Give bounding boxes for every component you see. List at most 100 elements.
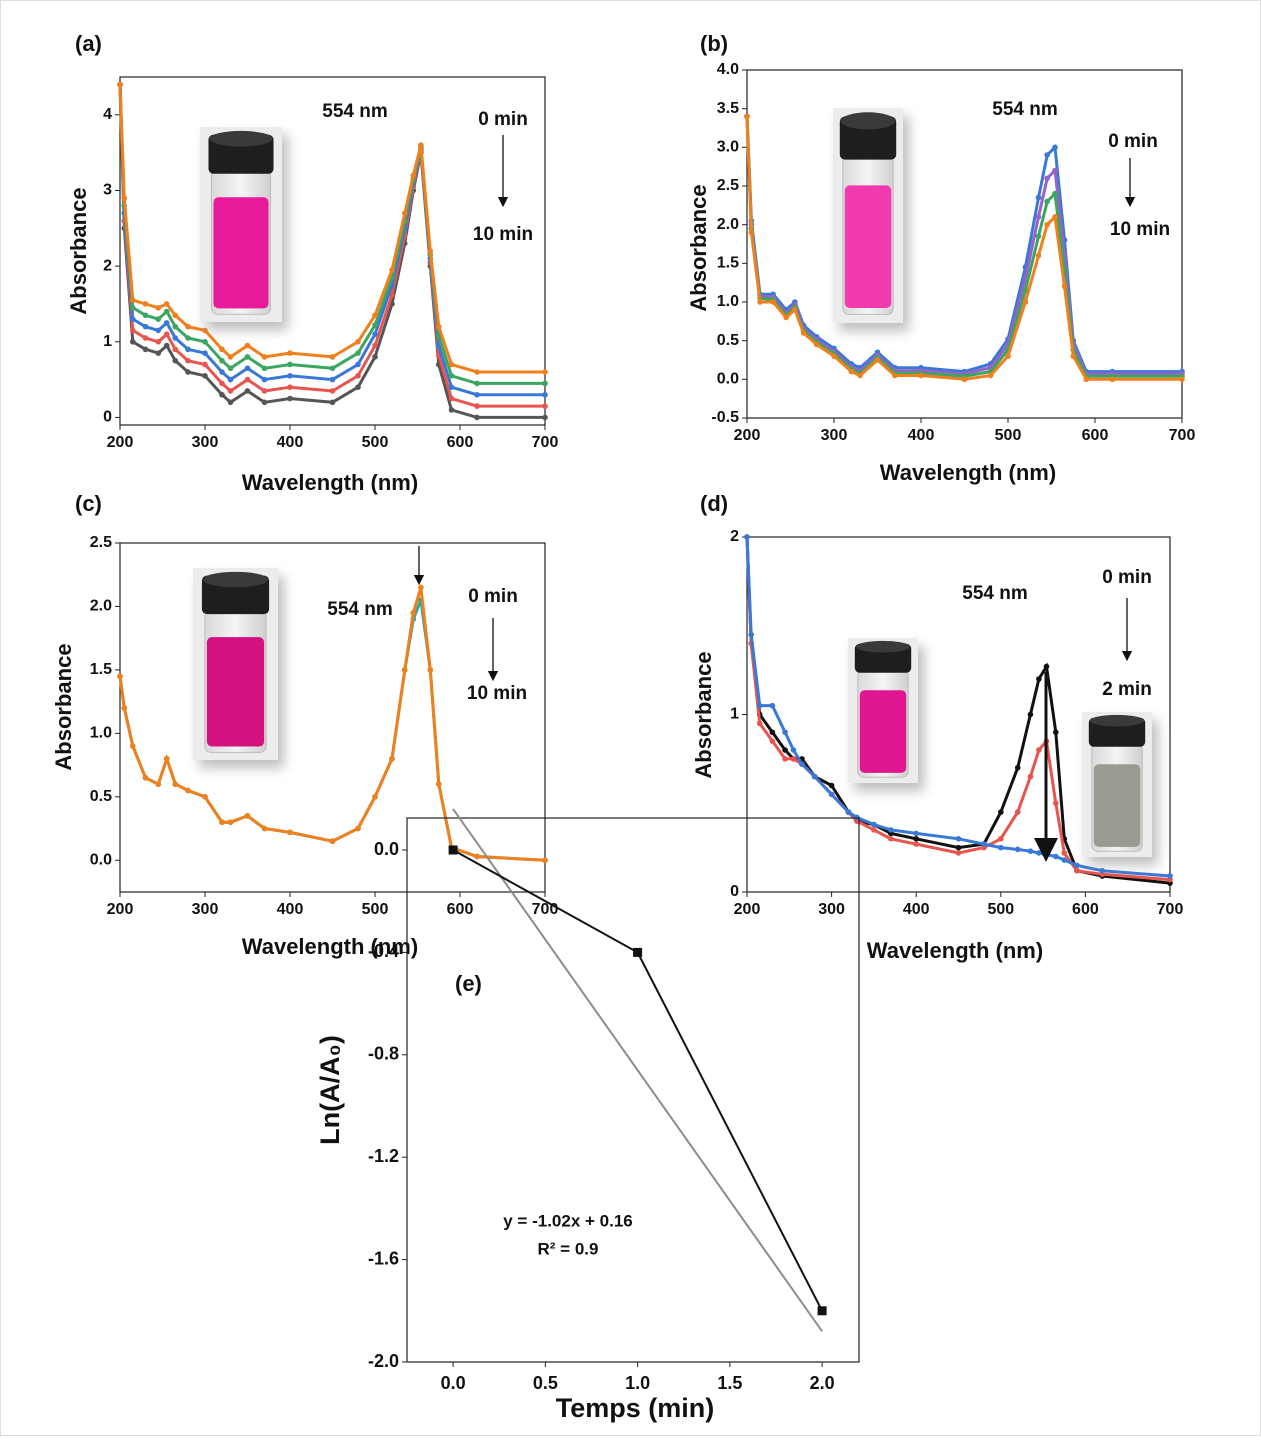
data-point	[163, 331, 170, 338]
data-point	[329, 838, 336, 845]
data-point	[542, 369, 548, 375]
data-point	[185, 369, 191, 375]
data-point	[998, 809, 1004, 815]
data-point	[142, 346, 149, 353]
x-axis-title: Wavelength (nm)	[867, 938, 1043, 963]
data-point	[892, 372, 898, 379]
data-point	[427, 667, 434, 673]
y-tick-label: 0	[730, 883, 739, 900]
data-point	[401, 210, 408, 216]
data-point	[172, 781, 179, 787]
data-point	[287, 395, 293, 402]
data-point	[1167, 873, 1173, 879]
data-point	[227, 354, 234, 360]
data-point	[817, 1306, 827, 1316]
x-tick-label: 0.0	[441, 1373, 466, 1393]
data-point	[219, 346, 225, 353]
data-point	[227, 399, 234, 406]
data-point	[448, 373, 455, 379]
plot-frame	[746, 69, 1183, 419]
data-point	[329, 354, 336, 360]
y-tick-label: 1.5	[717, 255, 739, 272]
vial-liquid	[859, 690, 907, 773]
y-tick-label: 0	[103, 409, 112, 426]
data-point	[355, 384, 361, 390]
data-point	[244, 354, 251, 360]
data-point	[998, 835, 1004, 842]
plot-frame	[119, 542, 546, 893]
x-tick-label: 700	[1169, 427, 1196, 444]
y-tick-label: 2	[730, 528, 739, 545]
y-axis-title: Absorbance	[66, 187, 91, 314]
data-point	[1036, 676, 1042, 682]
y-tick-label: 2.0	[717, 216, 739, 233]
data-point	[857, 372, 863, 379]
x-tick-label: 600	[447, 434, 474, 451]
data-point	[261, 399, 268, 406]
data-point	[1027, 711, 1034, 718]
panel-label: (c)	[75, 491, 102, 516]
annotation: 2 min	[1102, 679, 1152, 700]
data-point	[782, 747, 788, 753]
data-point	[831, 353, 837, 359]
y-tick-label: -1.6	[368, 1248, 399, 1268]
x-tick-label: 500	[362, 434, 389, 451]
data-point	[155, 781, 162, 787]
y-tick-label: 0.0	[374, 839, 399, 859]
data-point	[769, 702, 776, 709]
data-point	[287, 350, 293, 356]
vial-liquid	[844, 185, 892, 308]
data-point	[1014, 846, 1021, 853]
data-point	[410, 610, 417, 616]
data-point	[172, 312, 179, 319]
data-point	[155, 304, 162, 311]
data-point	[172, 357, 179, 364]
data-point	[427, 248, 434, 254]
data-point	[372, 322, 378, 328]
y-tick-label: 1.0	[717, 293, 739, 310]
y-tick-label: 4.0	[717, 61, 739, 78]
data-point	[474, 380, 480, 387]
vial-cap-top	[840, 112, 896, 130]
data-point	[871, 821, 877, 828]
data-point	[329, 365, 336, 372]
data-point	[355, 825, 361, 832]
data-point	[799, 761, 805, 767]
annotation: 554 nm	[992, 99, 1057, 120]
x-tick-label: 500	[362, 901, 389, 918]
data-point	[142, 301, 149, 307]
data-point	[219, 819, 225, 825]
data-point	[202, 361, 208, 368]
data-point	[355, 361, 361, 368]
data-point	[1052, 167, 1058, 174]
x-tick-label: 400	[277, 434, 304, 451]
data-point	[185, 335, 191, 341]
series-line	[452, 849, 823, 1312]
data-point	[888, 835, 894, 842]
data-point	[1099, 867, 1106, 874]
x-tick-label: 200	[734, 427, 761, 444]
annotation: 10 min	[473, 224, 533, 245]
data-point	[981, 841, 987, 847]
data-point	[287, 373, 293, 379]
data-point	[244, 388, 251, 394]
data-point	[1035, 233, 1042, 240]
x-axis-title: Temps (min)	[556, 1393, 715, 1423]
data-point	[782, 729, 788, 736]
data-point	[955, 835, 962, 842]
y-tick-label: 2.5	[90, 534, 112, 551]
data-point	[987, 372, 994, 379]
x-tick-label: 700	[532, 434, 559, 451]
x-tick-label: 700	[1157, 901, 1184, 918]
y-tick-label: 0.0	[717, 371, 739, 388]
data-point	[1061, 283, 1068, 290]
data-point	[800, 330, 807, 336]
data-point	[219, 357, 225, 364]
data-point	[1074, 862, 1080, 869]
data-point	[448, 361, 455, 368]
data-point	[202, 350, 208, 356]
data-point	[542, 380, 548, 387]
panel-label: (a)	[75, 31, 102, 56]
data-point	[474, 414, 480, 421]
